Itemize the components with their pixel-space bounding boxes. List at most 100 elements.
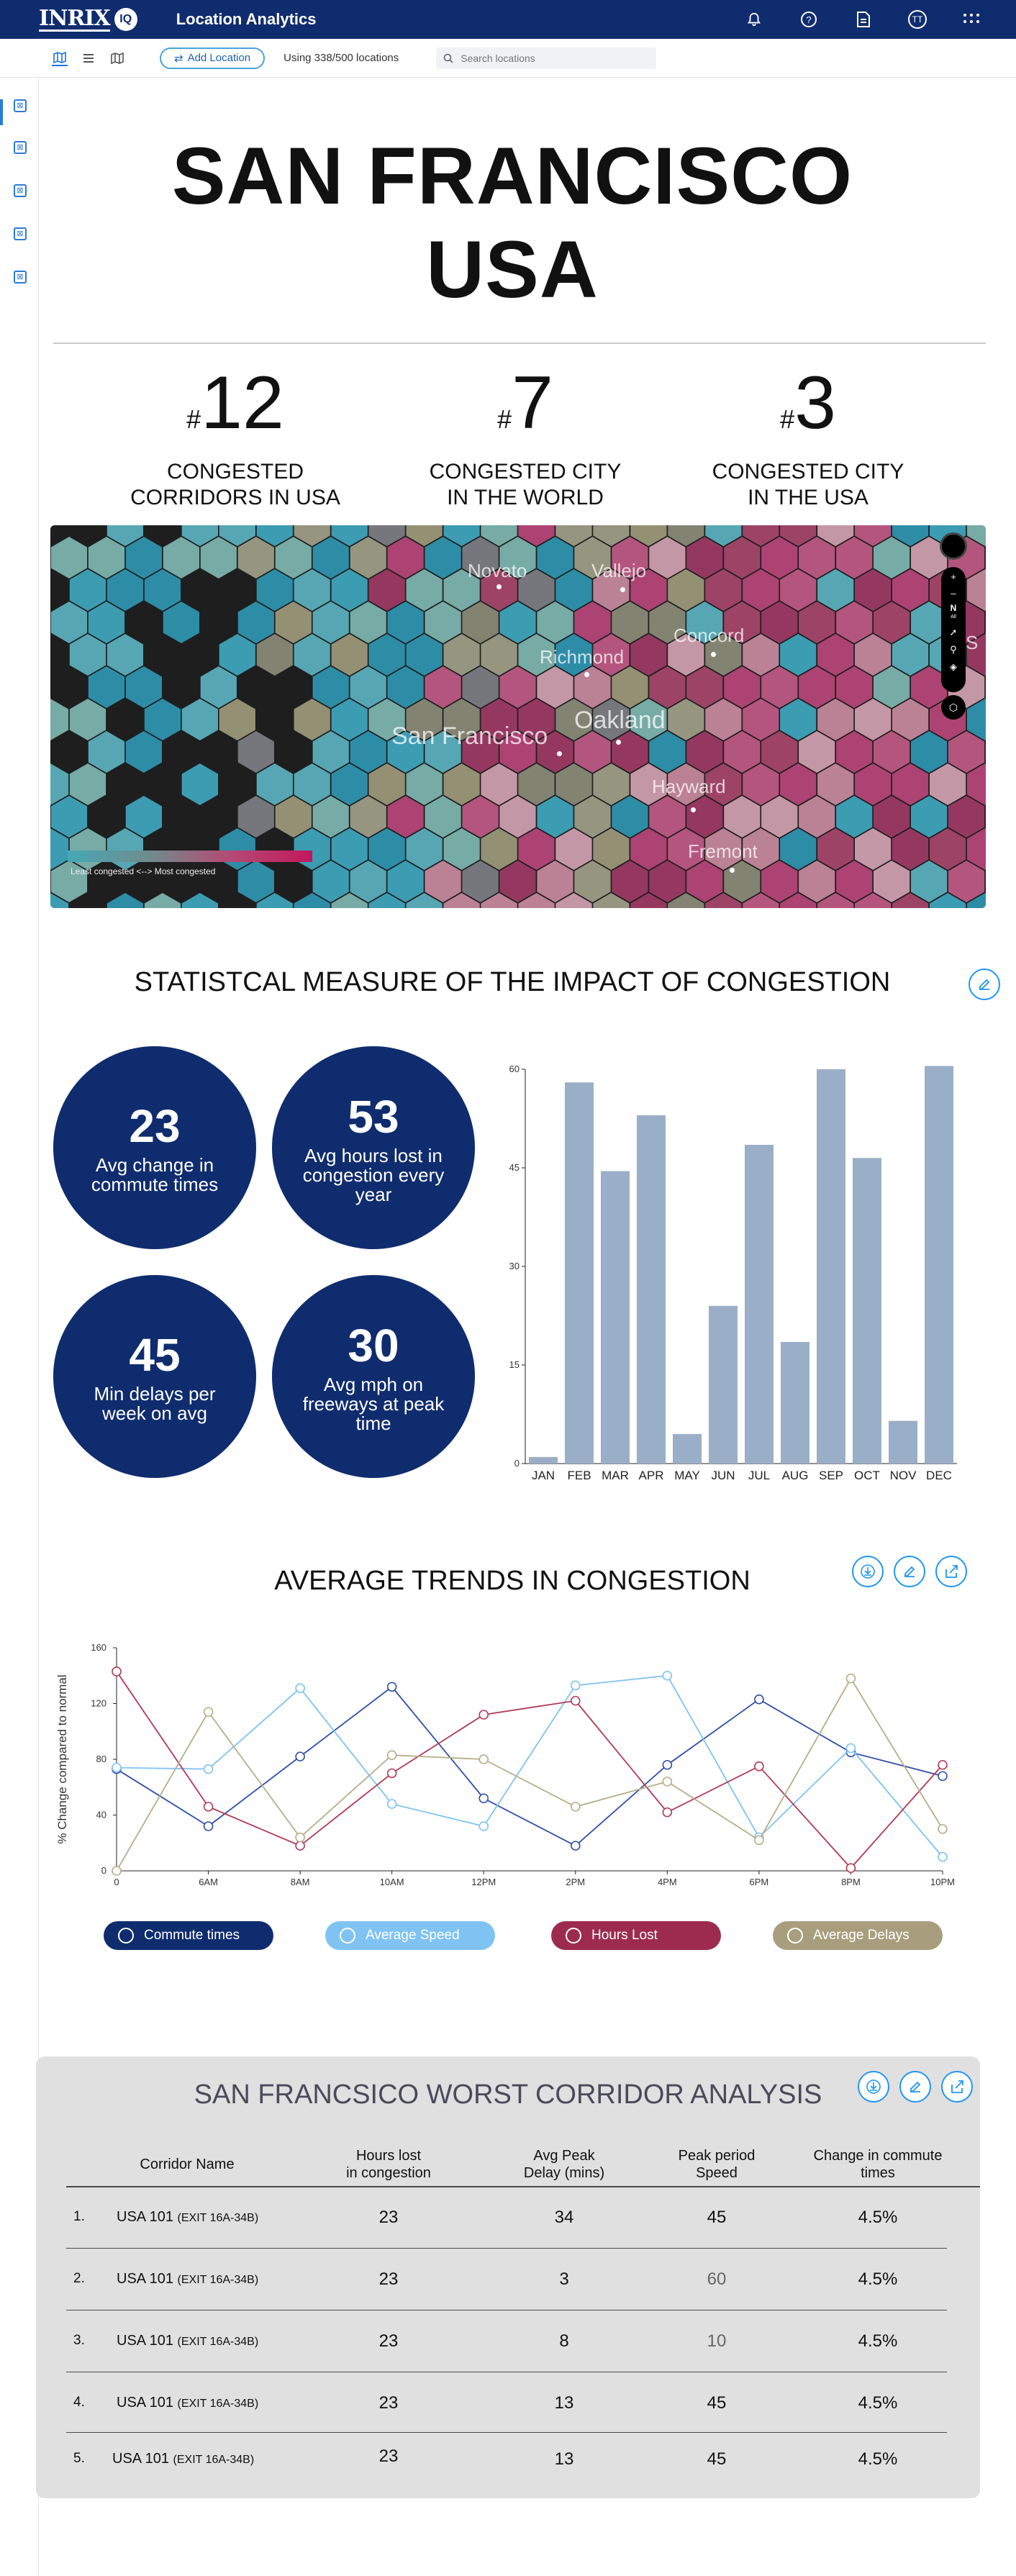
series-point[interactable] [662, 1670, 673, 1681]
series-point[interactable] [386, 1799, 397, 1809]
bell-icon[interactable] [744, 9, 764, 30]
map-fullscreen-button[interactable] [940, 532, 967, 560]
rail-widget-icon[interactable]: ⊠ [14, 99, 27, 112]
series-point[interactable] [570, 1802, 581, 1812]
list-view-icon[interactable] [81, 50, 96, 66]
series-point[interactable] [478, 1754, 489, 1764]
add-location-button[interactable]: ⇄ Add Location [160, 47, 266, 69]
series-point[interactable] [203, 1802, 214, 1812]
series-point[interactable] [662, 1807, 673, 1818]
series-point[interactable] [478, 1821, 489, 1831]
series-point[interactable] [295, 1751, 305, 1761]
report-view-icon[interactable] [109, 50, 125, 66]
zoom-in-icon[interactable]: + [951, 571, 956, 582]
series-point[interactable] [295, 1841, 305, 1851]
bar-apr[interactable] [637, 1115, 666, 1464]
document-icon[interactable] [853, 9, 874, 30]
bar-sep[interactable] [817, 1069, 845, 1464]
rail-widget-icon[interactable]: ⊠ [14, 141, 27, 154]
series-point[interactable] [386, 1750, 397, 1760]
bar-aug[interactable] [781, 1342, 809, 1464]
search-input[interactable] [461, 52, 648, 64]
series-point[interactable] [112, 1866, 122, 1876]
search-box[interactable] [436, 47, 657, 69]
legend-average-speed[interactable]: Average Speed [325, 1921, 495, 1950]
series-point[interactable] [203, 1707, 214, 1717]
series-point[interactable] [754, 1694, 764, 1705]
series-line-1[interactable] [116, 1674, 943, 1858]
series-line-2[interactable] [116, 1671, 943, 1869]
series-point[interactable] [938, 1759, 948, 1770]
series-point[interactable] [845, 1863, 856, 1873]
map-hex-cell [294, 569, 330, 611]
layers-icon[interactable]: ◈ [950, 661, 957, 672]
series-point[interactable] [662, 1759, 673, 1770]
series-point[interactable] [570, 1695, 581, 1706]
series-point[interactable] [845, 1673, 856, 1684]
inrix-logo[interactable]: INRIX IQ [39, 7, 137, 32]
y-tick-label: 60 [509, 1063, 520, 1074]
series-point[interactable] [478, 1710, 489, 1720]
series-point[interactable] [570, 1680, 581, 1691]
series-point[interactable] [112, 1666, 122, 1677]
series-point[interactable] [295, 1832, 305, 1843]
legend-hours-lost[interactable]: Hours Lost [551, 1921, 721, 1950]
rank-hash: # [186, 404, 201, 434]
series-line-3[interactable] [116, 1677, 943, 1872]
bar-nov[interactable] [889, 1420, 917, 1464]
series-point[interactable] [938, 1851, 948, 1862]
map-view-icon[interactable] [52, 50, 68, 66]
x-tick-label: 0 [114, 1877, 119, 1887]
map-hex-cell [892, 893, 929, 908]
compass-icon[interactable]: N All [950, 603, 957, 620]
bar-feb[interactable] [565, 1082, 594, 1464]
rail-widget-icon[interactable]: ⊠ [14, 184, 27, 197]
zoom-out-icon[interactable]: – [951, 588, 956, 599]
series-point[interactable] [386, 1768, 397, 1779]
bar-jul[interactable] [745, 1145, 774, 1464]
series-point[interactable] [938, 1771, 948, 1782]
bar-dec[interactable] [925, 1066, 953, 1464]
bar-jan[interactable] [529, 1456, 558, 1464]
legend-commute-times[interactable]: Commute times [104, 1921, 273, 1950]
user-avatar[interactable]: TT [908, 10, 927, 29]
map-hex-cell [593, 569, 630, 611]
bar-may[interactable] [673, 1433, 702, 1464]
series-point[interactable] [662, 1777, 673, 1787]
series-point[interactable] [386, 1682, 397, 1692]
apps-grid-icon[interactable] [961, 9, 981, 30]
map-hex-cell [294, 525, 330, 546]
edit-button[interactable] [899, 2071, 931, 2103]
edit-button[interactable] [894, 1556, 925, 1587]
series-point[interactable] [295, 1683, 305, 1693]
rail-widget-icon[interactable]: ⊠ [14, 227, 27, 240]
share-button[interactable] [935, 1556, 967, 1587]
bar-oct[interactable] [853, 1158, 881, 1464]
series-point[interactable] [570, 1841, 581, 1851]
series-line-0[interactable] [116, 1686, 943, 1847]
download-button[interactable] [852, 1556, 884, 1587]
pointer-icon[interactable]: ➚ [949, 627, 958, 638]
download-button[interactable] [858, 2071, 889, 2103]
edit-button[interactable] [969, 969, 1000, 1000]
map-hex-cell [256, 699, 293, 740]
bar-jun[interactable] [709, 1305, 738, 1464]
measure-icon[interactable]: ⚲ [950, 644, 957, 655]
rank-number: #12 [113, 363, 358, 459]
share-button[interactable] [941, 2071, 973, 2103]
series-point[interactable] [203, 1764, 214, 1774]
legend-average-delays[interactable]: Average Delays [773, 1921, 943, 1950]
series-point[interactable] [478, 1793, 489, 1804]
series-point[interactable] [754, 1835, 764, 1846]
series-point[interactable] [754, 1761, 764, 1772]
bar-mar[interactable] [601, 1171, 630, 1464]
series-point[interactable] [938, 1824, 948, 1834]
map-hex-cell [836, 666, 873, 708]
series-point[interactable] [203, 1821, 214, 1831]
help-icon[interactable]: ? [799, 9, 819, 30]
congestion-map[interactable]: Novato Vallejo Concord Richmond San Fran… [50, 525, 986, 908]
rail-widget-icon[interactable]: ⊠ [14, 271, 27, 284]
series-point[interactable] [845, 1743, 856, 1754]
3d-view-button[interactable]: ⬡ [941, 695, 966, 720]
series-point[interactable] [112, 1762, 122, 1773]
